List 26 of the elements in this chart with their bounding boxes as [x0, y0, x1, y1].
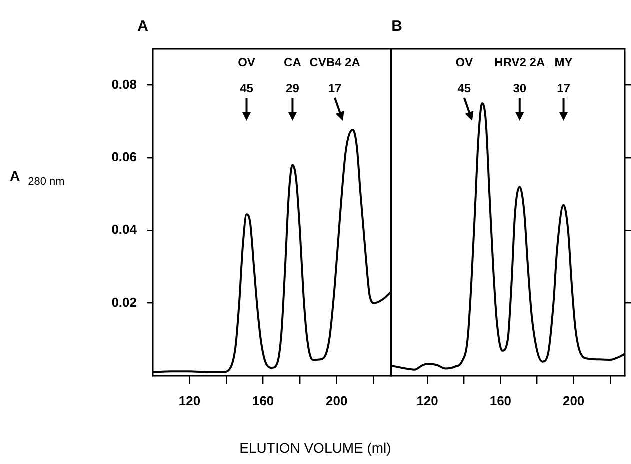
annotation: CVB4 2A: [310, 55, 361, 70]
y-tick-label: 0.02: [112, 294, 137, 310]
annotation: 45: [458, 81, 472, 96]
y-tick-label: 0.06: [112, 150, 137, 165]
annotation: OV: [456, 55, 474, 70]
chart-title: A: [138, 18, 149, 35]
annotation: CA: [284, 55, 302, 70]
annotation: HRV2 2A: [494, 55, 546, 70]
annotation: 17: [557, 81, 571, 96]
x-tick-label: 120: [178, 393, 201, 408]
y-axis-title: A$_{280 nm}$: [10, 168, 65, 188]
x-tick-label: 120: [416, 393, 438, 408]
x-tick-label: 200: [562, 393, 585, 408]
annotation: 17: [328, 81, 342, 96]
annotation: 29: [286, 81, 300, 96]
chart-title: B: [392, 18, 403, 35]
x-tick-label: 160: [490, 393, 512, 408]
x-axis-title: ELUTION VOLUME (ml): [238, 440, 392, 456]
y-tick-label: 0.04: [112, 222, 138, 238]
x-tick-label: 200: [326, 393, 348, 408]
annotation: MY: [554, 55, 573, 70]
annotation: 45: [240, 81, 254, 96]
annotation: OV: [238, 55, 256, 70]
x-tick-label: 160: [252, 393, 274, 408]
y-tick-label: 0.08: [112, 76, 137, 92]
annotation: 30: [513, 81, 527, 96]
